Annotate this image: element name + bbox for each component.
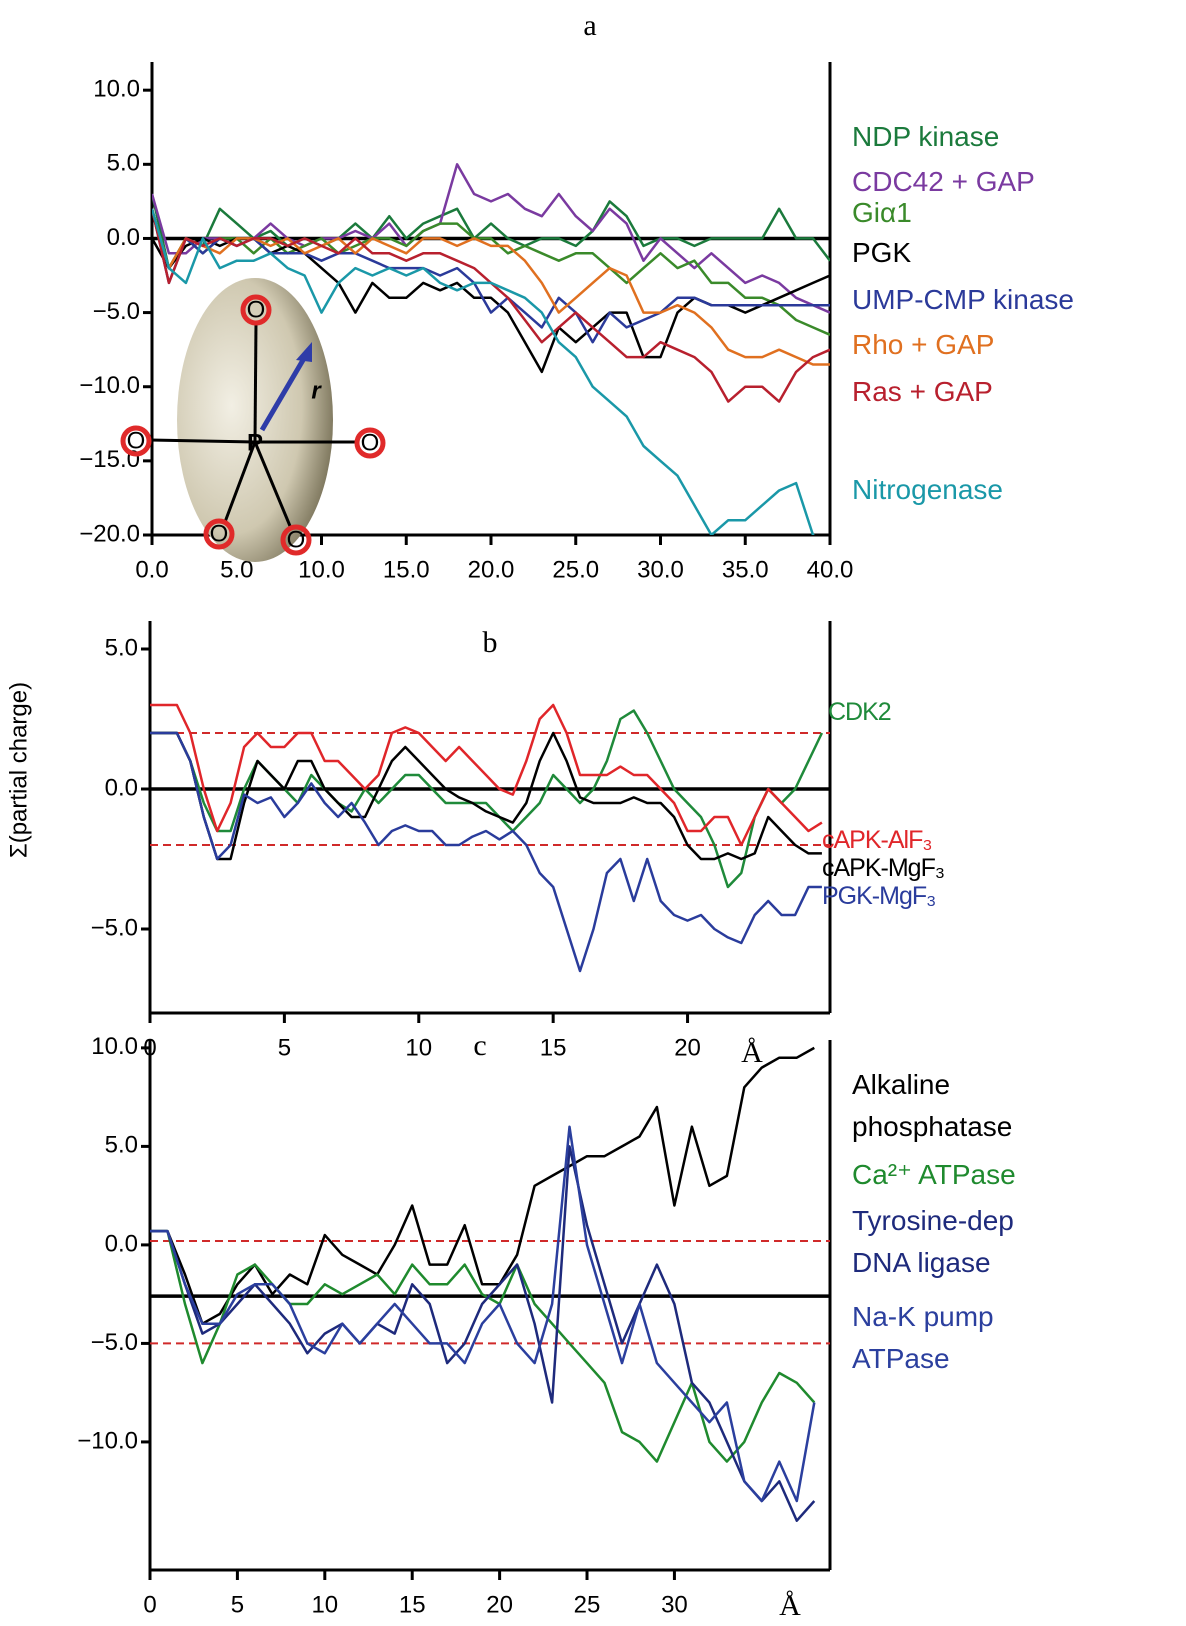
- series-line: [150, 1229, 816, 1463]
- oxygen-label: O: [247, 296, 266, 323]
- y-tick-label: 5.0: [105, 1132, 138, 1159]
- chart-title: b: [483, 626, 498, 659]
- legend-entry: NDP kinase: [852, 121, 1000, 152]
- oxygen-ring: [120, 425, 152, 457]
- series-line: [152, 208, 830, 344]
- oxygen-ring: [354, 427, 386, 459]
- x-tick-label: 25.0: [552, 556, 599, 583]
- legend-entry: Ras + GAP: [852, 376, 993, 407]
- arrow-head: [296, 342, 312, 362]
- series-line: [150, 731, 822, 861]
- y-tick-label: −10.0: [79, 372, 140, 399]
- y-tick-label: −5.0: [91, 914, 138, 941]
- oxygen-label: O: [361, 429, 380, 456]
- x-tick-label: 15.0: [383, 556, 430, 583]
- series-line: [150, 1046, 815, 1325]
- series-line: [150, 703, 823, 847]
- y-tick-label: 10.0: [93, 76, 140, 103]
- series-line: [150, 1145, 816, 1522]
- r-vector: [259, 353, 309, 432]
- x-unit-label: Å: [779, 1589, 801, 1622]
- y-tick-label: 0.0: [107, 224, 140, 251]
- x-tick-label: 40.0: [807, 556, 854, 583]
- series-line: [152, 208, 830, 366]
- legend-entry: CDK2: [828, 698, 892, 726]
- series-line: [150, 731, 822, 973]
- x-tick-label: 25: [574, 1591, 601, 1618]
- oxygen-label: O: [287, 526, 306, 553]
- legend-entry: Alkaline phosphatase: [852, 1069, 1013, 1142]
- x-tick-label: 0: [143, 1591, 156, 1618]
- x-tick-label: 15: [540, 1034, 567, 1061]
- legend-entry: Rho + GAP: [852, 329, 995, 360]
- legend-entry: CDC42 + GAP: [852, 166, 1035, 197]
- x-tick-label: 15: [399, 1591, 426, 1618]
- y-tick-label: −5.0: [93, 298, 140, 325]
- x-tick-label: 0.0: [135, 556, 168, 583]
- vector-label: r: [311, 377, 322, 404]
- legend-entry: Nitrogenase: [852, 474, 1003, 505]
- oxygen-label: O: [210, 520, 229, 547]
- x-tick-label: 35.0: [722, 556, 769, 583]
- legend-entry: cAPK-MgF₃: [822, 854, 945, 882]
- legend-entry: PGK: [852, 237, 912, 268]
- x-tick-label: 5: [231, 1591, 244, 1618]
- legend-entry: cAPK-AlF₃: [822, 826, 933, 854]
- x-tick-label: 10.0: [298, 556, 345, 583]
- legend-entry: Na-K pump ATPase: [852, 1301, 994, 1374]
- bonds: [149, 321, 355, 527]
- chart-title: c: [473, 1029, 486, 1062]
- series-line: [150, 1125, 816, 1503]
- phosphorus-label: P: [247, 429, 263, 456]
- y-tick-label: −20.0: [79, 520, 140, 547]
- legend-entry: Tyrosine-dep DNA ligase: [852, 1205, 1014, 1278]
- y-tick-label: 5.0: [105, 634, 138, 661]
- x-tick-label: 5: [278, 1034, 291, 1061]
- y-tick-label: −10.0: [77, 1427, 138, 1454]
- legend-entry: UMP-CMP kinase: [852, 284, 1074, 315]
- series-line: [152, 163, 830, 314]
- y-axis-label: Σ(partial charge): [5, 682, 32, 858]
- legend-entry: Ca²⁺ ATPase: [852, 1159, 1016, 1190]
- phosphate-inset: O O O O O Pr: [120, 278, 386, 562]
- legend-entry: PGK-MgF₃: [822, 882, 936, 910]
- series-line: [152, 193, 830, 270]
- y-tick-label: 10.0: [91, 1033, 138, 1060]
- x-tick-label: 20.0: [468, 556, 515, 583]
- x-tick-label: 30: [661, 1591, 688, 1618]
- x-tick-label: 20: [674, 1034, 701, 1061]
- x-tick-label: 30.0: [637, 556, 684, 583]
- oxygen-ring: [280, 524, 312, 556]
- y-tick-label: 0.0: [105, 774, 138, 801]
- y-tick-label: 0.0: [105, 1230, 138, 1257]
- x-unit-label: Å: [741, 1036, 763, 1069]
- x-tick-label: 10: [311, 1591, 338, 1618]
- x-tick-label: 20: [486, 1591, 513, 1618]
- y-tick-label: 5.0: [107, 150, 140, 177]
- chart-title: a: [583, 9, 596, 42]
- series-line: [152, 208, 815, 535]
- oxygen-ring: [203, 518, 235, 550]
- legend-entry: Giα1: [852, 197, 912, 228]
- oxygen-label: O: [127, 427, 146, 454]
- y-tick-label: −5.0: [91, 1329, 138, 1356]
- x-tick-label: 10: [405, 1034, 432, 1061]
- oxygen-ring: [240, 294, 272, 326]
